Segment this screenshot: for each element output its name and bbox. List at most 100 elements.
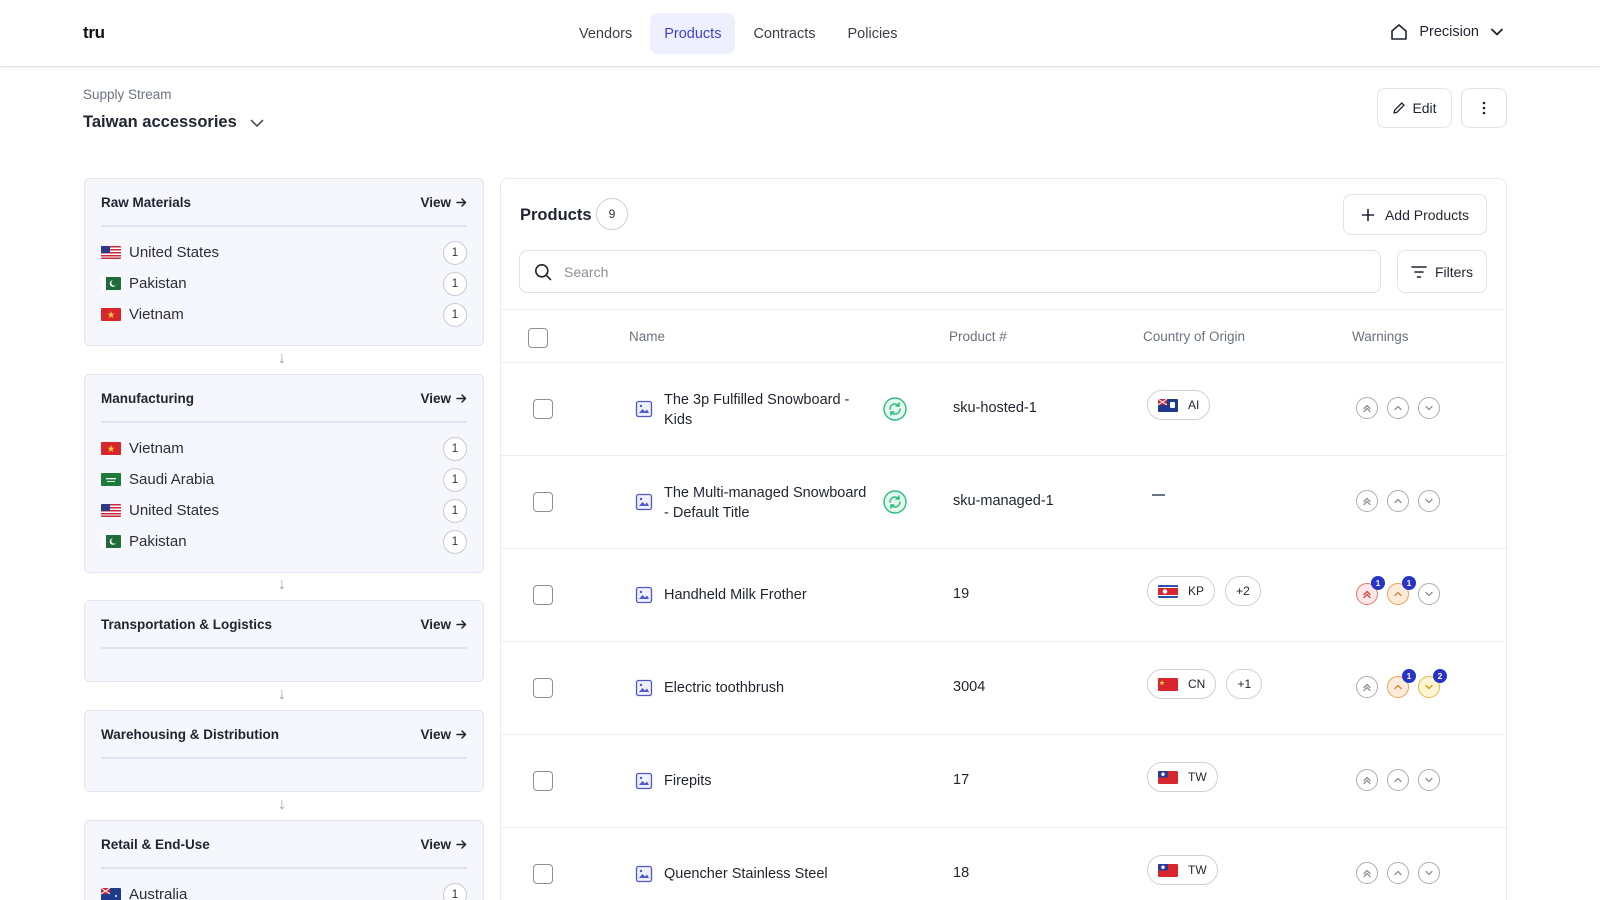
country-row[interactable]: Saudi Arabia 1 [101, 464, 467, 495]
more-countries-pill[interactable]: +2 [1225, 576, 1262, 606]
empty-value-dash [1152, 494, 1165, 496]
warning-high-icon[interactable] [1356, 397, 1378, 419]
warning-count-badge: 1 [1371, 576, 1385, 590]
product-name[interactable]: The Multi-managed Snowboard - Default Ti… [664, 485, 867, 521]
row-checkbox[interactable] [533, 678, 553, 698]
organization-switcher[interactable]: Precision [1389, 22, 1505, 42]
row-checkbox[interactable] [533, 585, 553, 605]
country-row[interactable]: United States 1 [101, 237, 467, 268]
stage-view-link[interactable]: View [420, 837, 467, 852]
table-row[interactable]: The Multi-managed Snowboard - Default Ti… [501, 456, 1506, 549]
country-pill[interactable]: AI [1147, 390, 1211, 420]
image-placeholder-icon [635, 679, 653, 697]
edit-button[interactable]: Edit [1377, 88, 1452, 128]
column-header-name[interactable]: Name [629, 329, 666, 344]
warning-medium-icon[interactable]: 1 [1387, 576, 1416, 605]
country-pill[interactable]: CN [1147, 669, 1217, 699]
table-row[interactable]: Handheld Milk Frother 19 KP +2 1 1 [501, 549, 1506, 642]
pakistan-flag-icon [101, 277, 121, 290]
main-nav: Vendors Products Contracts Policies [565, 13, 911, 54]
warning-low-icon[interactable] [1418, 397, 1440, 419]
stage-view-link[interactable]: View [420, 617, 467, 632]
warning-medium-icon[interactable] [1387, 397, 1409, 419]
stage-view-link[interactable]: View [420, 727, 467, 742]
country-row[interactable]: United States 1 [101, 495, 467, 526]
table-row[interactable]: The 3p Fulfilled Snowboard - Kids sku-ho… [501, 363, 1506, 456]
products-panel [500, 178, 1507, 900]
row-checkbox[interactable] [533, 399, 553, 419]
stage-title: Retail & End-Use [101, 836, 210, 852]
warning-low-icon[interactable]: 2 [1418, 669, 1447, 698]
nav-products[interactable]: Products [650, 13, 736, 54]
warning-high-icon[interactable]: 1 [1356, 576, 1385, 605]
view-label: View [420, 836, 451, 852]
count-badge: 1 [443, 302, 467, 327]
row-checkbox[interactable] [533, 864, 553, 884]
down-arrow-icon: ↓ [278, 796, 286, 813]
country-row[interactable]: Vietnam 1 [101, 433, 467, 464]
count-badge: 1 [443, 529, 467, 554]
country-pill[interactable]: TW [1147, 762, 1218, 792]
product-name[interactable]: Quencher Stainless Steel [664, 866, 828, 882]
column-header-country-of-origin[interactable]: Country of Origin [1143, 329, 1246, 344]
arrow-right-icon [456, 393, 467, 403]
warning-medium-icon[interactable] [1387, 490, 1409, 512]
table-row[interactable]: Firepits 17 TW [501, 735, 1506, 828]
country-row[interactable]: Australia 1 [101, 879, 467, 900]
more-options-button[interactable] [1461, 88, 1507, 128]
nav-policies[interactable]: Policies [847, 25, 898, 42]
warning-medium-icon[interactable] [1387, 862, 1409, 884]
down-arrow-icon: ↓ [278, 686, 286, 703]
view-label: View [420, 194, 451, 210]
filters-button[interactable]: Filters [1397, 250, 1487, 293]
warning-high-icon[interactable] [1356, 676, 1378, 698]
country-row[interactable]: Vietnam 1 [101, 299, 467, 330]
view-label: View [420, 726, 451, 742]
country-row[interactable]: Pakistan 1 [101, 526, 467, 557]
warning-low-icon[interactable] [1418, 769, 1440, 791]
country-of-origin: AI [1147, 390, 1211, 420]
warning-medium-icon[interactable]: 1 [1387, 669, 1416, 698]
warning-high-icon[interactable] [1356, 769, 1378, 791]
more-countries-pill[interactable]: +1 [1226, 669, 1263, 699]
row-checkbox[interactable] [533, 492, 553, 512]
country-pill[interactable]: KP [1147, 576, 1216, 606]
saudi-arabia-flag-icon [101, 473, 121, 486]
stage-view-link[interactable]: View [420, 195, 467, 210]
nav-vendors[interactable]: Vendors [579, 25, 633, 42]
warning-low-icon[interactable] [1418, 862, 1440, 884]
country-pill[interactable]: TW [1147, 855, 1218, 885]
warning-low-icon[interactable] [1418, 490, 1440, 512]
warning-high-icon[interactable] [1356, 490, 1378, 512]
add-products-button[interactable]: Add Products [1343, 194, 1487, 235]
app-logo[interactable]: tru [83, 23, 105, 42]
search-input[interactable] [564, 263, 1344, 280]
warning-medium-icon[interactable] [1387, 769, 1409, 791]
select-all-checkbox[interactable] [528, 328, 548, 348]
count-badge: 1 [443, 240, 467, 265]
product-name[interactable]: Electric toothbrush [664, 680, 785, 696]
product-sku: 19 [953, 586, 970, 602]
product-name[interactable]: Handheld Milk Frother [664, 587, 807, 603]
warning-high-icon[interactable] [1356, 862, 1378, 884]
row-checkbox[interactable] [533, 771, 553, 791]
warning-low-icon[interactable] [1418, 583, 1440, 605]
vertical-dots-icon [1482, 101, 1486, 115]
column-header-product-number[interactable]: Product # [949, 329, 1007, 344]
us-flag-icon [101, 246, 121, 259]
warnings-group [1356, 769, 1440, 791]
vietnam-flag-icon [101, 442, 121, 455]
warnings-group [1356, 862, 1440, 884]
country-row[interactable]: Pakistan 1 [101, 268, 467, 299]
count-badge: 1 [443, 271, 467, 296]
stage-transportation-logistics: Transportation & Logistics View [84, 600, 484, 682]
nav-contracts[interactable]: Contracts [753, 25, 816, 42]
product-name[interactable]: Firepits [664, 773, 712, 789]
table-row[interactable]: Electric toothbrush 3004 CN +1 1 2 [501, 642, 1506, 735]
supply-stream-selector[interactable]: Taiwan accessories [83, 113, 265, 132]
column-header-warnings[interactable]: Warnings [1352, 329, 1409, 344]
table-row[interactable]: Quencher Stainless Steel 18 TW [501, 828, 1506, 900]
stage-view-link[interactable]: View [420, 391, 467, 406]
product-name[interactable]: The 3p Fulfilled Snowboard - Kids [664, 392, 850, 428]
stage-manufacturing: Manufacturing View Vietnam 1 Saudi Arabi… [84, 374, 484, 573]
